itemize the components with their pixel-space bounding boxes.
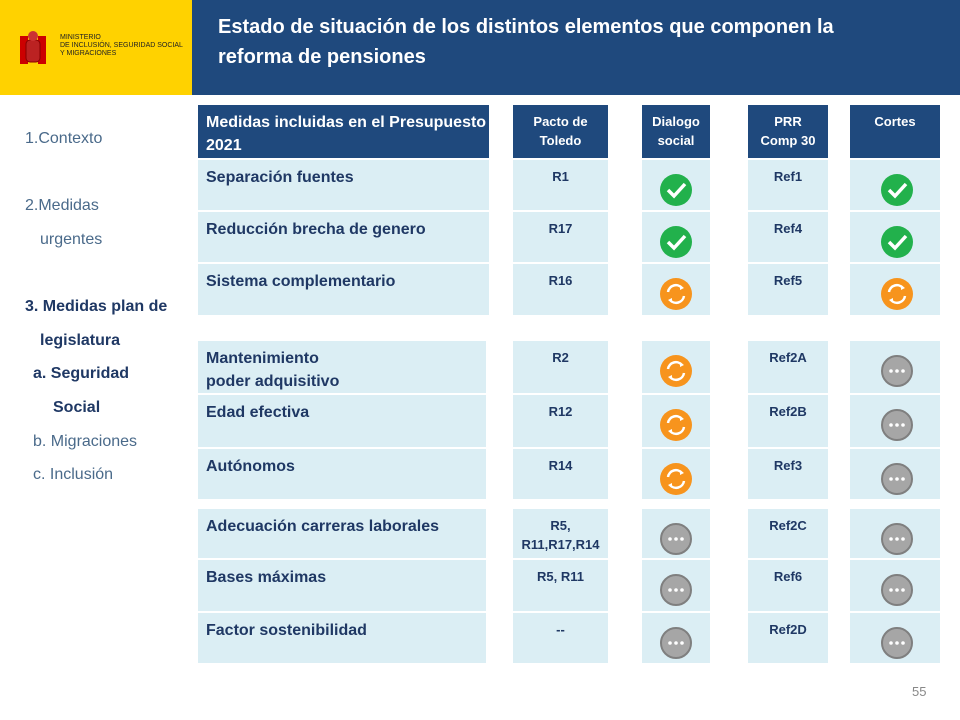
nav-item: urgentes bbox=[40, 231, 103, 248]
nav-item: 2.Medidas bbox=[25, 197, 99, 214]
cell: Ref3 bbox=[748, 449, 828, 499]
cell: R12 bbox=[513, 395, 608, 447]
ministry-line: Y MIGRACIONES bbox=[60, 50, 117, 57]
column-header: Cortes bbox=[850, 105, 940, 158]
cell: R14 bbox=[513, 449, 608, 499]
row-label: Autónomos bbox=[198, 449, 486, 499]
row-label: Factor sostenibilidad bbox=[198, 613, 486, 663]
cell: R17 bbox=[513, 212, 608, 262]
status-icon bbox=[659, 225, 693, 259]
cell: R2 bbox=[513, 341, 608, 393]
status-icon bbox=[659, 408, 693, 442]
column-header: Dialogo social bbox=[642, 105, 710, 158]
title-band: Estado de situación de los distintos ele… bbox=[192, 0, 960, 95]
status-icon bbox=[659, 354, 693, 388]
coat-of-arms bbox=[20, 31, 46, 64]
status-icon bbox=[659, 277, 693, 311]
status-icon bbox=[880, 173, 914, 207]
cell: R1 bbox=[513, 160, 608, 210]
row-label: Adecuación carreras laborales bbox=[198, 509, 486, 558]
nav-item: Social bbox=[53, 399, 101, 416]
row-label: Separación fuentes bbox=[198, 160, 489, 210]
row-label: Reducción brecha de genero bbox=[198, 212, 489, 262]
ministry-line: DE INCLUSIÓN, SEGURIDAD SOCIAL bbox=[60, 42, 183, 49]
cell: Ref2D bbox=[748, 613, 828, 663]
cell: Ref2A bbox=[748, 341, 828, 393]
status-icon bbox=[880, 462, 914, 496]
cell: R5, R11,R17,R14 bbox=[513, 509, 608, 558]
nav-item: legislatura bbox=[40, 332, 121, 349]
status-icon bbox=[659, 573, 693, 607]
column-header: Medidas incluidas en el Presupuesto 2021 bbox=[198, 105, 489, 158]
cell: Ref1 bbox=[748, 160, 828, 210]
row-label: Edad efectiva bbox=[198, 395, 486, 447]
cell: R16 bbox=[513, 264, 608, 315]
status-icon bbox=[659, 522, 693, 556]
cell: -- bbox=[513, 613, 608, 663]
cell: Ref2B bbox=[748, 395, 828, 447]
status-icon bbox=[880, 225, 914, 259]
row-label: Mantenimiento poder adquisitivo bbox=[198, 341, 486, 393]
cell: R5, R11 bbox=[513, 560, 608, 611]
cell: Ref2C bbox=[748, 509, 828, 558]
column-header: PRR Comp 30 bbox=[748, 105, 828, 158]
status-icon bbox=[880, 573, 914, 607]
logo-area: MINISTERIO DE INCLUSIÓN, SEGURIDAD SOCIA… bbox=[0, 0, 192, 95]
column-header: Pacto de Toledo bbox=[513, 105, 608, 158]
status-icon bbox=[659, 462, 693, 496]
status-icon bbox=[880, 354, 914, 388]
cell: Ref6 bbox=[748, 560, 828, 611]
nav-item: a. Seguridad bbox=[33, 365, 130, 382]
status-icon bbox=[880, 277, 914, 311]
status-icon bbox=[880, 626, 914, 660]
status-icon bbox=[880, 408, 914, 442]
status-icon bbox=[659, 173, 693, 207]
ministry-line: MINISTERIO bbox=[60, 34, 101, 41]
cell: Ref4 bbox=[748, 212, 828, 262]
row-label: Bases máximas bbox=[198, 560, 486, 611]
page-number: 55 bbox=[912, 684, 927, 699]
nav-item: 1.Contexto bbox=[25, 130, 103, 147]
nav-item: c. Inclusión bbox=[33, 466, 114, 483]
status-icon bbox=[659, 626, 693, 660]
status-icon bbox=[880, 522, 914, 556]
slide-title: Estado de situación de los distintos ele… bbox=[218, 16, 834, 68]
cell: Ref5 bbox=[748, 264, 828, 315]
row-label: Sistema complementario bbox=[198, 264, 489, 315]
nav-item: b. Migraciones bbox=[33, 433, 138, 450]
nav-item: 3. Medidas plan de bbox=[25, 298, 168, 315]
